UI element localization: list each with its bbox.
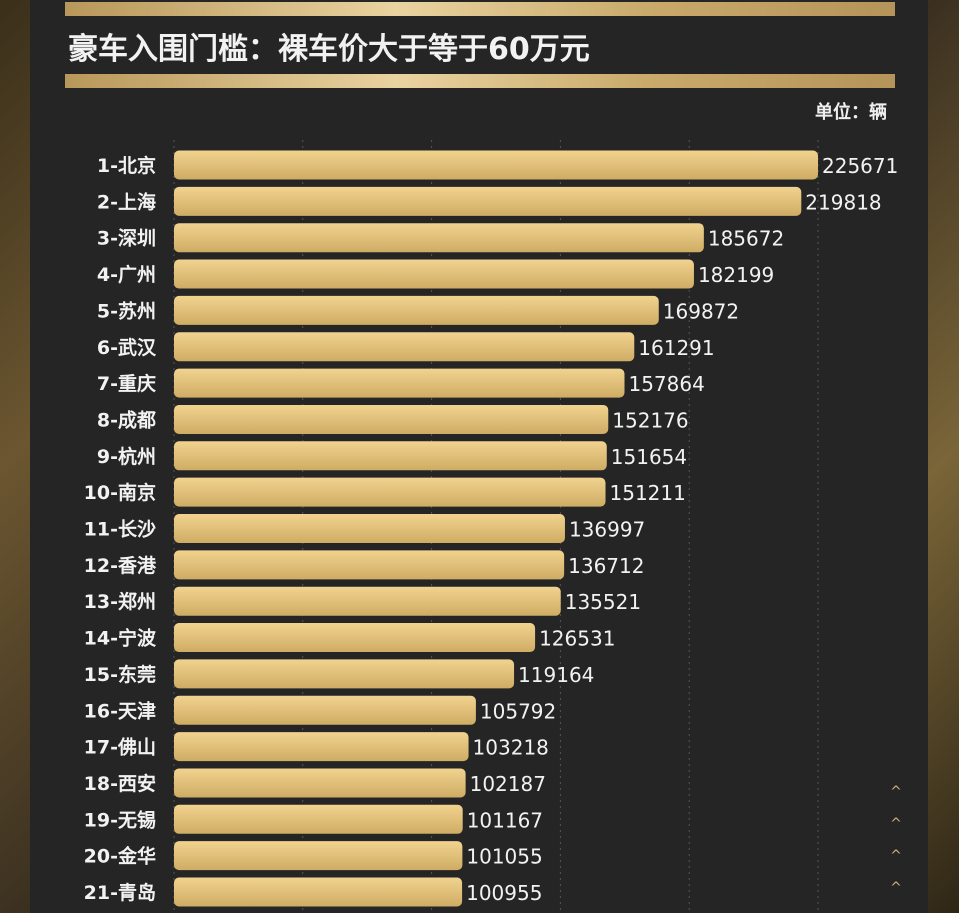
value-label: 151654 (611, 445, 687, 469)
value-label: 126531 (539, 627, 615, 651)
bar (174, 441, 607, 471)
bar (174, 332, 635, 362)
category-label: 8-成都 (97, 408, 156, 431)
bar (174, 514, 565, 543)
value-label: 135521 (565, 590, 641, 614)
value-label: 119164 (518, 663, 594, 687)
bar (174, 841, 463, 871)
bar (174, 150, 818, 180)
value-label: 101167 (467, 808, 543, 832)
category-label: 11-长沙 (84, 519, 156, 541)
value-label: 157864 (628, 372, 704, 396)
bar (174, 659, 515, 689)
category-label: 20-金华 (84, 845, 156, 868)
bar (174, 259, 694, 289)
bar (174, 695, 476, 725)
value-label: 169872 (663, 299, 739, 323)
bar (174, 477, 606, 507)
top-gold-rule (65, 2, 895, 16)
category-label: 12-香港 (84, 555, 157, 577)
category-label: 18-西安 (84, 772, 156, 795)
unit-label: 单位：辆 (815, 102, 887, 123)
scroll-up-chevron-icon[interactable]: ^ (890, 848, 902, 864)
category-label: 7-重庆 (97, 372, 156, 395)
bar (174, 186, 802, 216)
bar (174, 768, 466, 798)
category-label: 13-郑州 (84, 591, 156, 613)
value-label: 185672 (708, 227, 784, 251)
value-label: 103218 (473, 736, 549, 760)
category-label: 5-苏州 (97, 299, 156, 322)
category-label: 4-广州 (97, 263, 156, 286)
bar (174, 550, 565, 580)
value-label: 225671 (822, 154, 898, 178)
bar (174, 404, 609, 434)
value-label: 102187 (470, 772, 546, 796)
page-title: 豪车入围门槛：裸车价大于等于60万元 (68, 32, 590, 67)
bar (174, 877, 463, 907)
bar (174, 586, 561, 616)
category-label: 1-北京 (97, 154, 156, 177)
scroll-up-chevron-icon[interactable]: ^ (890, 880, 902, 896)
bar (174, 368, 625, 398)
bar (174, 804, 463, 834)
value-label: 152176 (612, 408, 688, 432)
category-label: 16-天津 (84, 699, 156, 722)
category-label: 14-宁波 (84, 627, 157, 650)
bottom-gold-rule (65, 74, 895, 88)
bar (174, 223, 704, 253)
category-label: 2-上海 (97, 190, 156, 213)
value-label: 219818 (805, 190, 881, 214)
value-label: 136712 (568, 554, 644, 578)
category-label: 15-东莞 (84, 663, 156, 686)
value-label: 182199 (698, 263, 774, 287)
value-label: 161291 (638, 336, 714, 360)
category-label: 21-青岛 (84, 881, 156, 904)
category-label: 9-杭州 (97, 445, 156, 468)
bar (174, 732, 469, 762)
category-label: 10-南京 (84, 481, 156, 504)
value-label: 100955 (466, 881, 542, 905)
bar (174, 623, 536, 653)
scroll-up-chevron-icon[interactable]: ^ (890, 784, 902, 800)
bar (174, 295, 659, 325)
category-label: 19-无锡 (84, 808, 156, 831)
value-label: 136997 (569, 518, 645, 542)
scroll-up-chevron-icon[interactable]: ^ (890, 816, 902, 832)
category-label: 6-武汉 (97, 337, 157, 359)
value-label: 101055 (466, 845, 542, 869)
category-label: 3-深圳 (97, 227, 156, 250)
category-label: 17-佛山 (84, 736, 156, 759)
value-label: 105792 (480, 699, 556, 723)
value-label: 151211 (610, 481, 686, 505)
